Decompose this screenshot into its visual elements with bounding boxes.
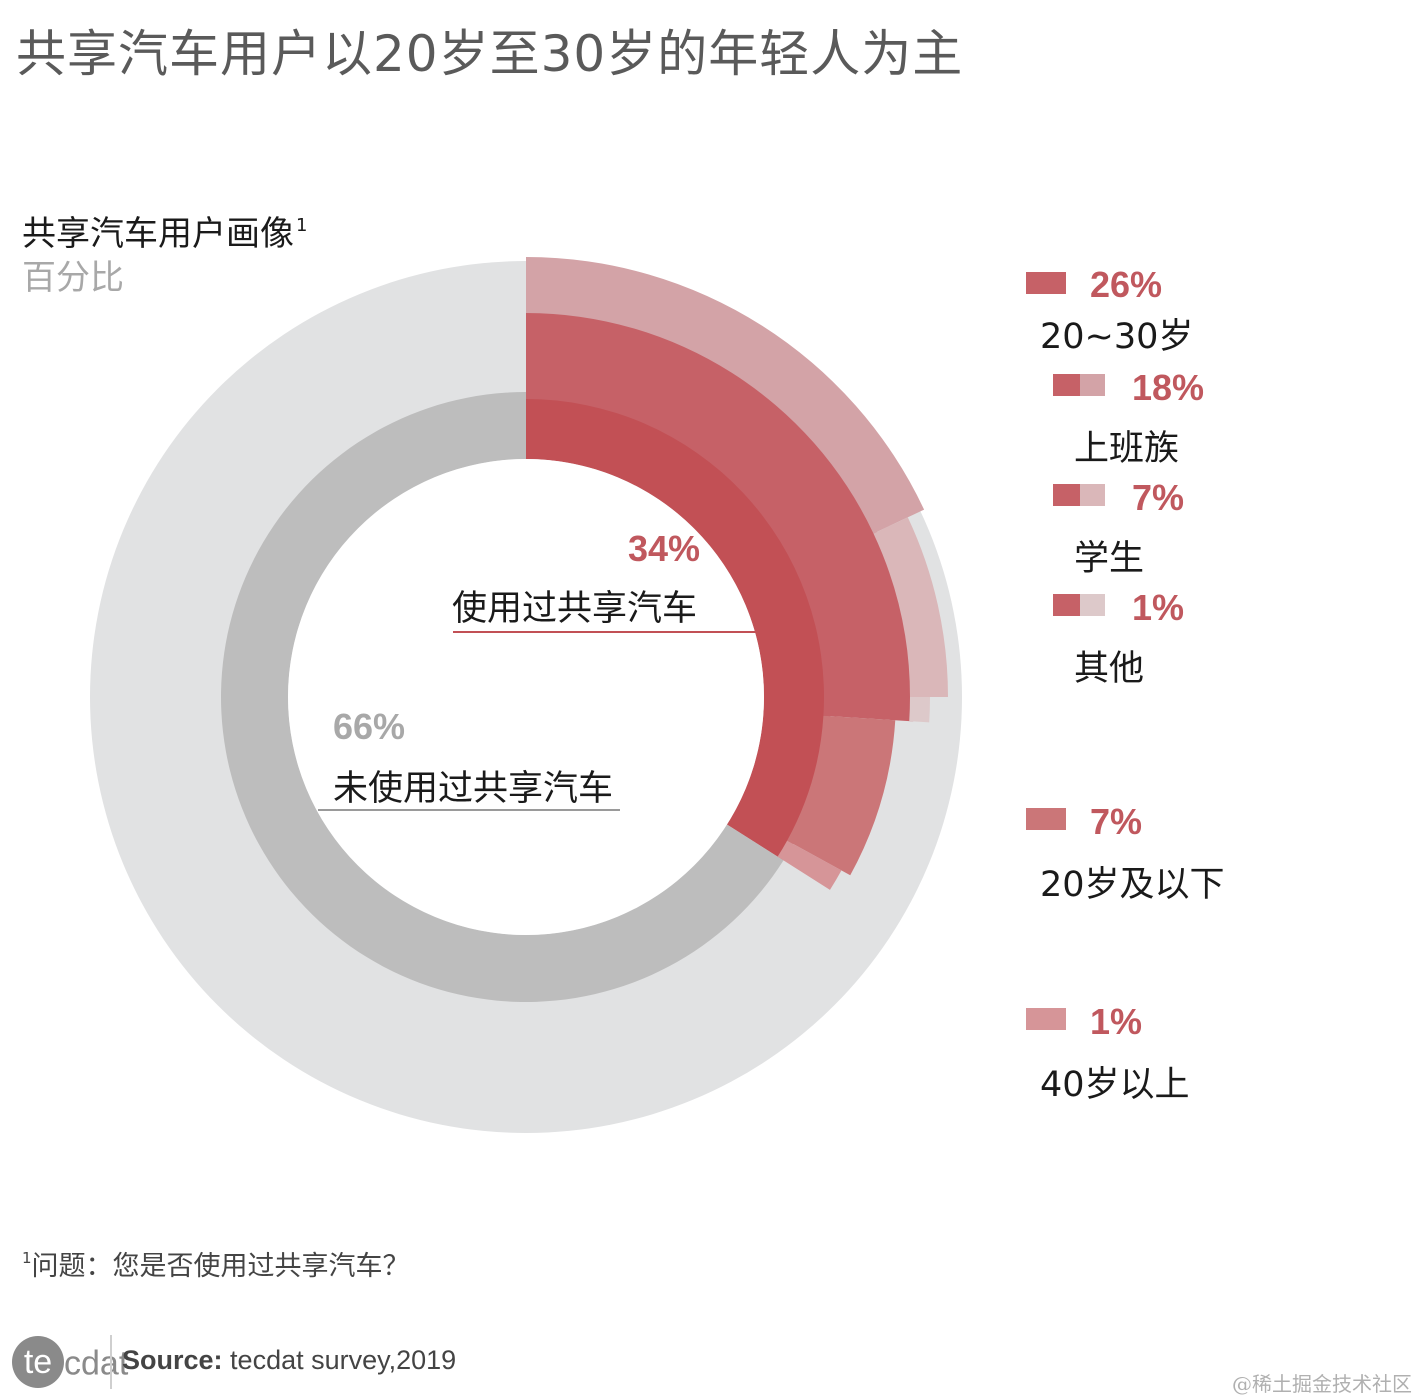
legend-pct-student: 7% xyxy=(1132,477,1185,518)
age-slice-2 xyxy=(777,840,842,890)
legend-pct-20-30: 26% xyxy=(1090,264,1163,305)
legend-label-40plus: 40岁以上 xyxy=(1040,1065,1190,1105)
unused-category-label: 未使用过共享汽车 xyxy=(333,769,614,809)
legend-pct-other: 1% xyxy=(1132,587,1185,628)
legend-label-under20: 20岁及以下 xyxy=(1040,865,1225,905)
legend-swatch-other-parent xyxy=(1053,594,1080,616)
subtitle-footnote-marker: 1 xyxy=(296,215,308,236)
unit-label: 百分比 xyxy=(22,258,124,298)
legend-swatch-under20 xyxy=(1026,808,1066,830)
logo-divider xyxy=(110,1335,112,1389)
used-category-label: 使用过共享汽车 xyxy=(452,589,698,629)
legend-swatch-student xyxy=(1080,484,1105,506)
used-percent-label: 34% xyxy=(628,528,701,569)
legend-swatch-office xyxy=(1080,374,1105,396)
source-text: tecdat survey,2019 xyxy=(230,1345,457,1375)
legend-pct-office: 18% xyxy=(1132,367,1205,408)
chart-subtitle: 共享汽车用户画像 1 xyxy=(22,206,307,255)
legend-swatch-office-parent xyxy=(1053,374,1080,396)
legend-label-20-30: 20~30岁 xyxy=(1040,317,1194,357)
occupation-slice-0 xyxy=(526,257,925,534)
chart-arcs xyxy=(220,257,948,1003)
legend-pct-40plus: 1% xyxy=(1090,1001,1143,1042)
logo-circle: te xyxy=(12,1336,64,1388)
footnote-text: 问题：您是否使用过共享汽车？ xyxy=(31,1251,410,1282)
age-slice-0 xyxy=(526,309,915,722)
unused-percent-label: 66% xyxy=(333,706,406,747)
legend-label-other: 其他 xyxy=(1074,649,1145,689)
legend-swatch-40plus xyxy=(1026,1008,1066,1030)
subtitle-text: 共享汽车用户画像 xyxy=(22,214,294,254)
tecdat-logo: te cdat xyxy=(12,1336,128,1388)
legend-label-office: 上班族 xyxy=(1074,429,1180,469)
legend-label-student: 学生 xyxy=(1074,539,1145,579)
legend-swatch-other xyxy=(1080,594,1105,616)
footnote-marker: 1 xyxy=(22,1249,32,1267)
source-line: Source: tecdat survey,2019 xyxy=(122,1345,456,1376)
legend-swatch-student-parent xyxy=(1053,484,1080,506)
occupation-slice-2 xyxy=(909,697,930,723)
watermark: @稀土掘金技术社区 xyxy=(1232,1372,1412,1396)
source-label: Source: xyxy=(122,1345,223,1375)
occupation-slice-1 xyxy=(873,517,948,697)
chart-title: 共享汽车用户以20岁至30岁的年轻人为主 xyxy=(16,25,964,83)
footnote: 1问题：您是否使用过共享汽车？ xyxy=(22,1244,410,1283)
logo-text: cdat xyxy=(64,1344,129,1383)
inner-slice-used xyxy=(526,392,831,861)
legend-pct-under20: 7% xyxy=(1090,801,1143,842)
legend-swatch-20-30 xyxy=(1026,272,1066,294)
age-slice-1 xyxy=(787,715,896,876)
chart-hole xyxy=(288,459,764,935)
